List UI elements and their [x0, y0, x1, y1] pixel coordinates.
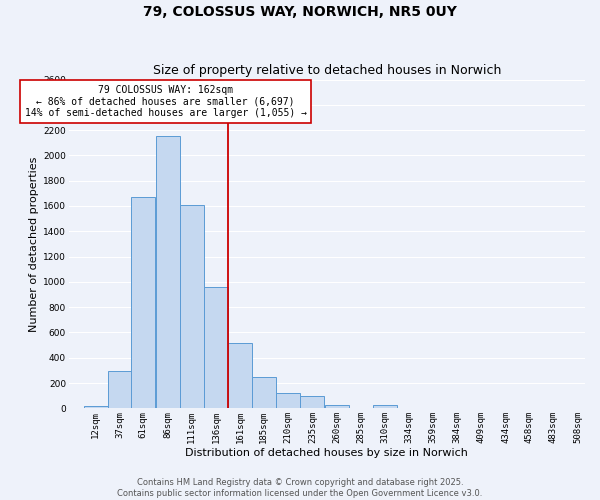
Bar [155, 136, 179, 408]
Bar [131, 197, 155, 408]
Bar [301, 396, 325, 408]
Bar [204, 287, 228, 408]
Y-axis label: Number of detached properties: Number of detached properties [29, 156, 39, 332]
Bar [180, 204, 204, 408]
Bar [276, 393, 300, 408]
Bar [229, 343, 253, 408]
Text: Contains HM Land Registry data © Crown copyright and database right 2025.
Contai: Contains HM Land Registry data © Crown c… [118, 478, 482, 498]
Bar [373, 404, 397, 408]
Bar [252, 376, 276, 408]
Bar [325, 405, 349, 408]
Bar [108, 371, 132, 408]
Title: Size of property relative to detached houses in Norwich: Size of property relative to detached ho… [153, 64, 501, 77]
X-axis label: Distribution of detached houses by size in Norwich: Distribution of detached houses by size … [185, 448, 469, 458]
Text: 79, COLOSSUS WAY, NORWICH, NR5 0UY: 79, COLOSSUS WAY, NORWICH, NR5 0UY [143, 5, 457, 19]
Bar [83, 406, 107, 408]
Text: 79 COLOSSUS WAY: 162sqm
← 86% of detached houses are smaller (6,697)
14% of semi: 79 COLOSSUS WAY: 162sqm ← 86% of detache… [25, 84, 307, 118]
